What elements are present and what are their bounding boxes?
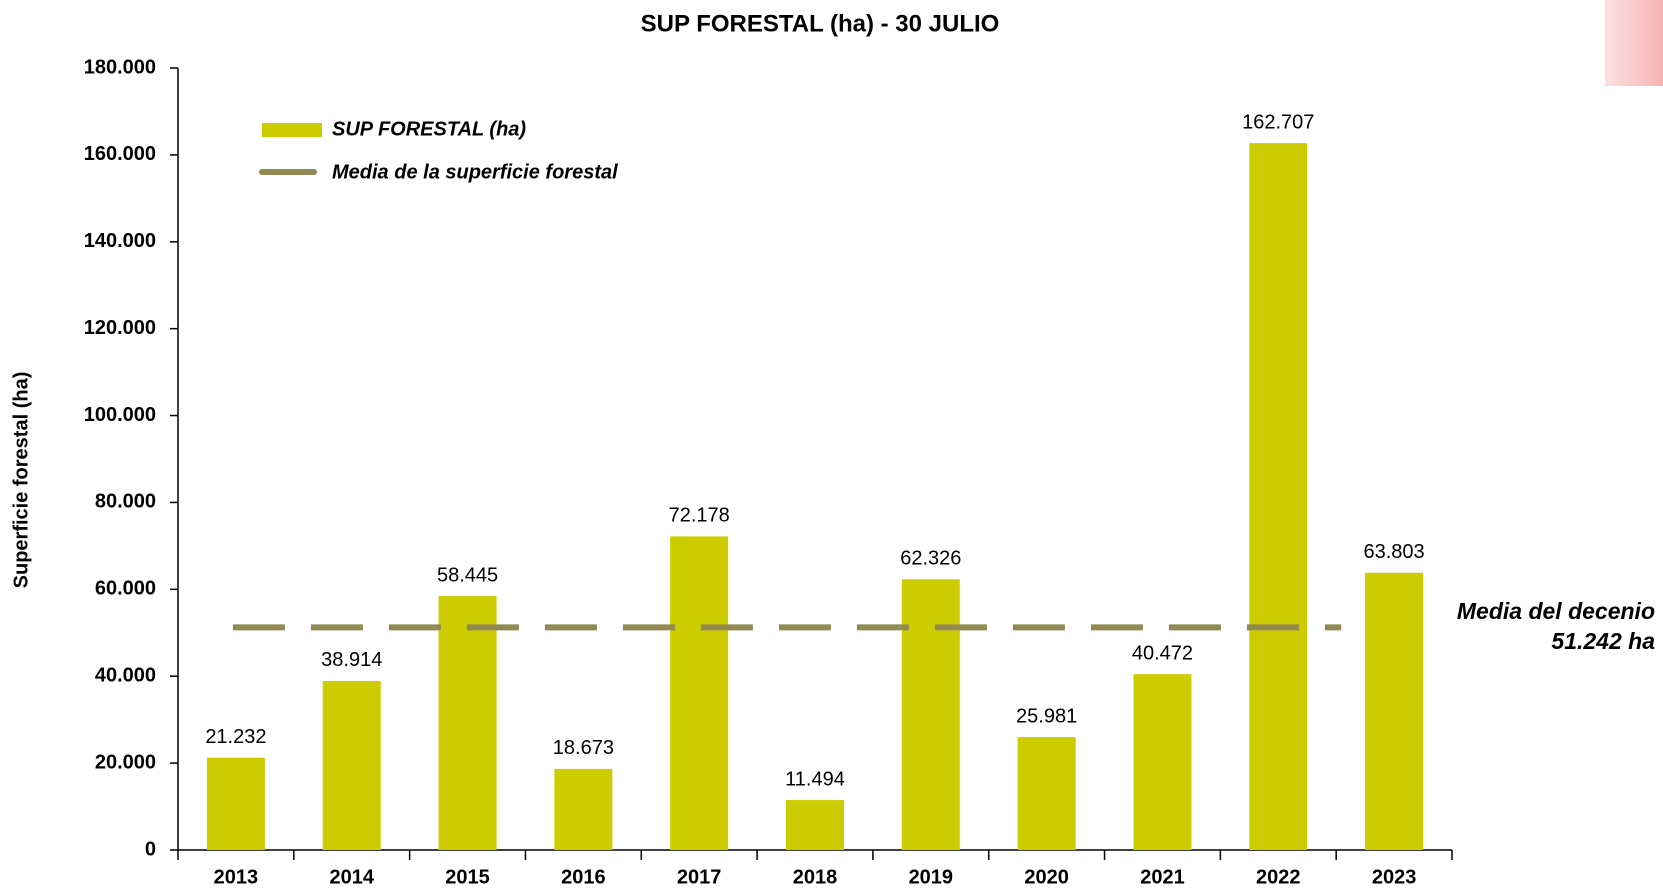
data-label: 58.445 [437, 564, 498, 586]
y-tick-label: 160.000 [84, 143, 156, 165]
bar [1249, 143, 1308, 850]
data-label: 25.981 [1016, 705, 1077, 727]
bar [1017, 737, 1076, 850]
x-tick-label: 2016 [561, 866, 606, 888]
x-tick-label: 2014 [329, 866, 374, 888]
bar [322, 680, 381, 850]
bar [206, 757, 265, 850]
x-tick-label: 2017 [677, 866, 722, 888]
y-tick-label: 120.000 [84, 317, 156, 339]
y-tick-label: 100.000 [84, 404, 156, 426]
x-tick-label: 2018 [793, 866, 838, 888]
corner-decoration [1605, 0, 1663, 86]
y-tick-label: 40.000 [95, 665, 156, 687]
bar [670, 536, 729, 850]
x-tick-label: 2022 [1256, 866, 1301, 888]
x-tick-label: 2021 [1140, 866, 1185, 888]
legend-swatch [262, 123, 322, 137]
x-tick-label: 2020 [1024, 866, 1069, 888]
x-tick-label: 2019 [909, 866, 954, 888]
x-tick-label: 2023 [1372, 866, 1417, 888]
y-tick-label: 180.000 [84, 56, 156, 78]
data-label: 162.707 [1242, 111, 1314, 133]
legend-label: SUP FORESTAL (ha) [332, 118, 526, 140]
data-label: 72.178 [669, 505, 730, 527]
y-tick-label: 20.000 [95, 751, 156, 773]
bar [901, 579, 960, 850]
mean-value-label: 51.242 ha [1551, 628, 1655, 654]
data-label: 40.472 [1132, 642, 1193, 664]
bar [1365, 572, 1424, 850]
mean-annotation: Media del decenio [1457, 598, 1655, 624]
bar [1133, 674, 1192, 850]
x-tick-label: 2015 [445, 866, 490, 888]
x-tick-label: 2013 [214, 866, 259, 888]
data-label: 63.803 [1364, 541, 1425, 563]
y-axis-label: Superficie forestal (ha) [10, 372, 32, 589]
data-label: 62.326 [900, 548, 961, 570]
bar [438, 596, 497, 850]
y-tick-label: 140.000 [84, 230, 156, 252]
legend-label: Media de la superficie forestal [332, 161, 618, 183]
chart-title: SUP FORESTAL (ha) - 30 JULIO [641, 10, 1000, 37]
y-tick-label: 60.000 [95, 578, 156, 600]
y-tick-label: 80.000 [95, 491, 156, 513]
data-label: 11.494 [785, 768, 845, 790]
bar [786, 800, 844, 850]
data-label: 21.232 [205, 726, 266, 748]
bar [554, 768, 613, 850]
data-label: 18.673 [553, 737, 614, 759]
data-label: 38.914 [321, 649, 382, 671]
y-tick-label: 0 [145, 838, 156, 860]
